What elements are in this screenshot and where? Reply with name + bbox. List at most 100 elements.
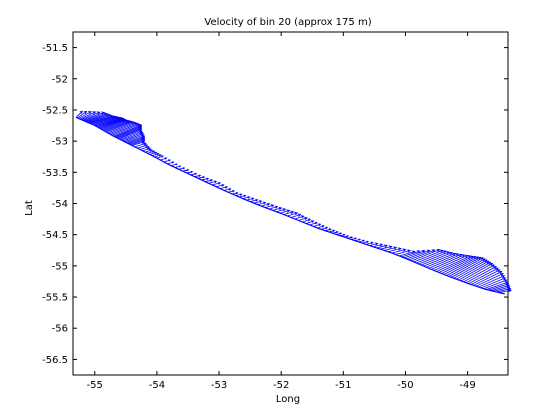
velocity-vector	[144, 149, 153, 153]
velocity-vector	[190, 173, 197, 176]
velocity-vector	[120, 130, 143, 140]
y-tick-label: -53	[52, 137, 68, 148]
velocity-vector	[125, 135, 145, 143]
velocity-vector-head	[225, 185, 229, 189]
x-tick-label: -52	[273, 380, 289, 391]
velocity-vector	[124, 134, 144, 143]
velocity-vector	[332, 231, 338, 234]
velocity-vector-head	[294, 211, 299, 216]
velocity-vector	[423, 253, 456, 267]
y-tick-label: -56	[52, 324, 68, 335]
velocity-vector-head	[217, 181, 222, 185]
velocity-vector	[448, 257, 484, 277]
velocity-vector	[227, 190, 235, 193]
velocity-vector-head	[168, 159, 171, 162]
velocity-vector-head	[259, 200, 263, 204]
velocity-vector	[268, 206, 278, 210]
velocity-vector	[113, 124, 142, 137]
velocity-vector-head	[442, 250, 447, 254]
velocity-vector-head	[83, 111, 88, 115]
velocity-vector	[102, 119, 128, 130]
velocity-vector-head	[508, 288, 512, 293]
velocity-vector	[305, 220, 314, 224]
velocity-vector-head	[140, 132, 144, 137]
y-tick-label: -53.5	[42, 168, 68, 179]
velocity-vector-head	[354, 237, 357, 240]
velocity-vector-head	[206, 177, 210, 181]
velocity-vector-head	[332, 229, 336, 233]
velocity-vector	[498, 289, 512, 294]
velocity-vector-head	[266, 202, 271, 206]
velocity-vector-head	[379, 243, 384, 247]
velocity-vector-head	[339, 232, 343, 235]
velocity-vector-head	[158, 154, 162, 157]
velocity-vector-head	[496, 269, 501, 273]
velocity-vector	[90, 116, 118, 125]
velocity-vector-head	[445, 251, 450, 255]
velocity-vector-head	[449, 251, 453, 256]
velocity-vector	[197, 176, 205, 179]
velocity-vector	[276, 208, 286, 213]
velocity-vector	[208, 181, 217, 184]
velocity-vector	[164, 159, 171, 163]
velocity-vector-head	[402, 248, 407, 252]
velocity-vector-head	[274, 205, 279, 209]
velocity-vector	[160, 157, 167, 161]
x-tick-label: -55	[87, 380, 103, 391]
velocity-vector	[231, 192, 238, 195]
velocity-vector	[458, 261, 491, 281]
velocity-vector-head	[314, 221, 318, 225]
velocity-vector	[79, 111, 96, 120]
velocity-vector-head	[178, 165, 182, 168]
velocity-vector-head	[366, 240, 370, 244]
velocity-vector-head	[343, 233, 346, 236]
velocity-vector-head	[151, 150, 156, 154]
velocity-vector-head	[393, 246, 398, 250]
velocity-vector	[146, 150, 155, 154]
velocity-vector	[298, 217, 308, 221]
velocity-vector	[376, 245, 388, 249]
x-tick-label: -53	[211, 380, 227, 391]
velocity-vector-head	[336, 231, 339, 234]
velocity-vector	[136, 144, 148, 149]
velocity-vector	[114, 125, 142, 138]
velocity-vector	[119, 129, 142, 140]
velocity-vector	[320, 227, 328, 230]
velocity-vector	[409, 249, 435, 261]
velocity-vector-head	[455, 253, 460, 257]
velocity-vector	[253, 200, 262, 204]
velocity-vector	[416, 250, 447, 264]
velocity-vector	[466, 266, 497, 283]
velocity-vector	[83, 112, 107, 121]
velocity-vector-head	[388, 245, 393, 249]
velocity-vector-head	[221, 183, 225, 187]
velocity-vector-head	[190, 170, 194, 174]
velocity-vector	[436, 255, 471, 272]
velocity-vector	[246, 197, 254, 201]
velocity-vector-head	[290, 210, 295, 215]
velocity-vector	[443, 256, 479, 275]
y-tick-label: -55	[52, 261, 68, 272]
velocity-vector-head	[398, 247, 402, 251]
velocity-vector	[220, 186, 228, 189]
velocity-vector-head	[297, 213, 302, 217]
velocity-vector	[283, 211, 294, 215]
velocity-vector	[97, 118, 125, 128]
velocity-vector	[242, 196, 250, 200]
velocity-vector-head	[452, 252, 456, 256]
velocity-vector	[77, 111, 87, 119]
velocity-vector	[451, 258, 486, 278]
velocity-vector	[201, 178, 209, 181]
velocity-vector-head	[375, 242, 379, 246]
velocity-vector-head	[232, 189, 236, 193]
velocity-vector-head	[147, 147, 152, 151]
velocity-vector-head	[346, 235, 350, 238]
velocity-vector	[85, 114, 110, 122]
velocity-vector	[468, 267, 499, 284]
y-tick-label: -54.5	[42, 230, 68, 241]
velocity-vector	[426, 253, 459, 268]
velocity-vector	[431, 254, 465, 270]
velocity-vector-head	[421, 249, 426, 254]
velocity-vector	[302, 218, 311, 223]
velocity-vector-head	[138, 129, 143, 133]
